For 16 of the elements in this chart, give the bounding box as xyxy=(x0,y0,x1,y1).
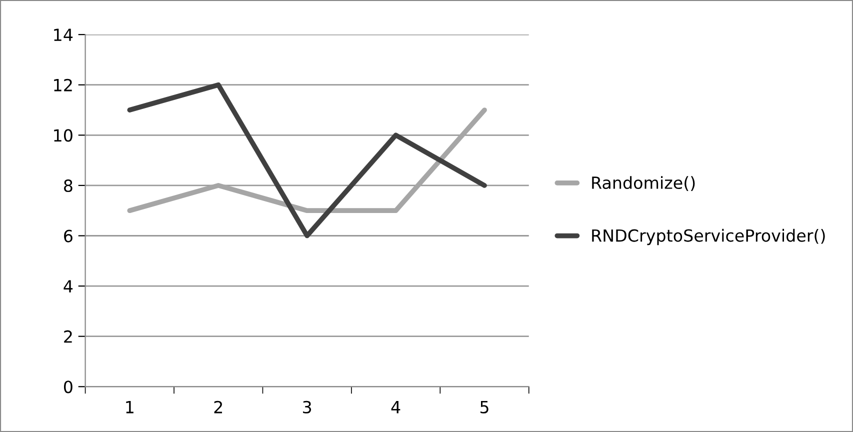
line-series xyxy=(127,82,487,238)
y-tick-label: 14 xyxy=(54,28,73,41)
y-tick-label: 6 xyxy=(64,230,72,242)
y-tick-label: 8 xyxy=(64,179,72,192)
x-tick-label: 5 xyxy=(480,401,488,414)
y-tick-label: 4 xyxy=(64,280,73,292)
y-tick-label: 10 xyxy=(54,129,72,142)
x-tick-label: 2 xyxy=(214,400,222,414)
legend-label: RNDCryptoServiceProvider() xyxy=(592,228,825,246)
legend-label: Randomize() xyxy=(592,176,695,191)
y-tick-label: 0 xyxy=(64,380,72,394)
x-tick-label: 4 xyxy=(391,401,400,414)
x-tick-label: 3 xyxy=(303,400,312,414)
y-tick-label: 2 xyxy=(64,330,72,343)
x-tick-label: 1 xyxy=(126,401,134,414)
y-tick-label: 12 xyxy=(54,78,72,92)
